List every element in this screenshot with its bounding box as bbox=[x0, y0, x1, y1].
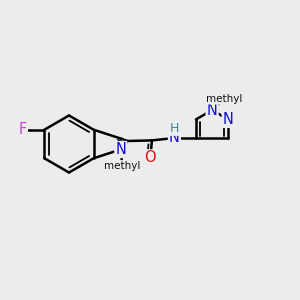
Text: F: F bbox=[19, 122, 27, 137]
Text: N: N bbox=[169, 130, 180, 146]
Text: H: H bbox=[170, 122, 179, 135]
Text: methyl: methyl bbox=[206, 94, 242, 104]
Text: N: N bbox=[223, 112, 234, 127]
Text: N: N bbox=[115, 142, 126, 157]
Text: O: O bbox=[145, 150, 156, 165]
Text: methyl: methyl bbox=[104, 161, 140, 171]
Text: N: N bbox=[207, 103, 218, 118]
